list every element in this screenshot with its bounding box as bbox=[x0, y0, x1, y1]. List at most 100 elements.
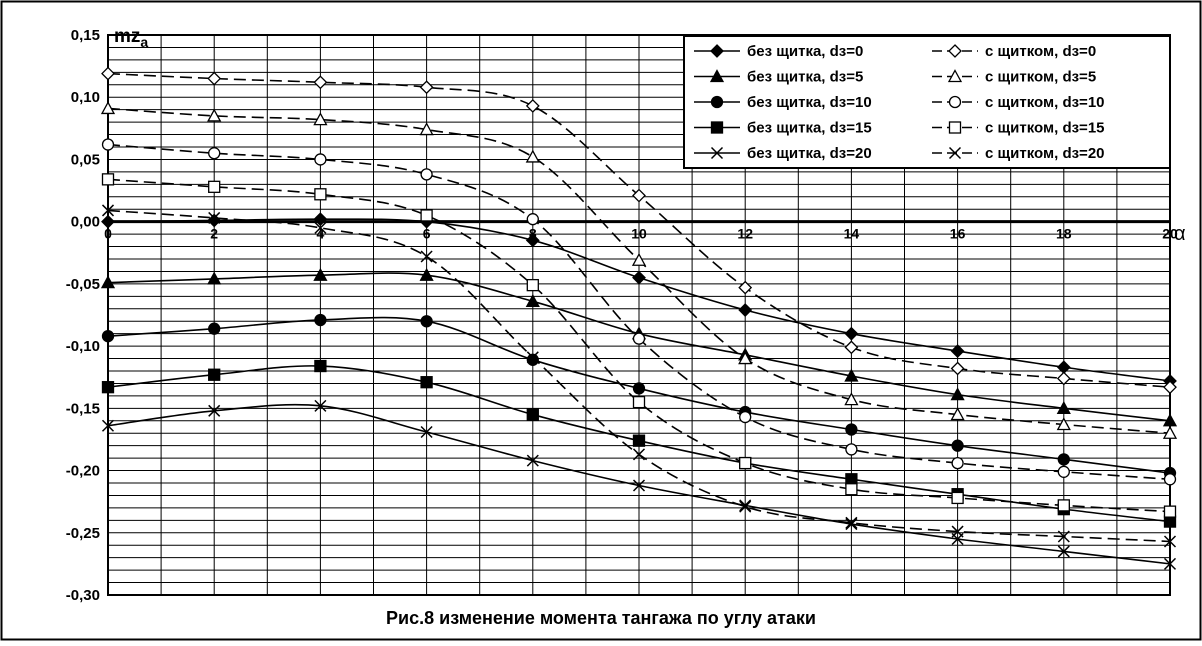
data-point bbox=[1163, 505, 1177, 518]
data-point bbox=[313, 267, 328, 281]
data-point bbox=[525, 233, 540, 248]
legend-label: без щитка, dз=0 bbox=[747, 43, 863, 60]
series-6 bbox=[101, 138, 1177, 486]
data-point bbox=[101, 381, 115, 394]
data-point bbox=[208, 211, 221, 224]
data-point bbox=[420, 376, 433, 389]
data-point bbox=[420, 250, 433, 263]
data-point bbox=[314, 399, 327, 412]
data-point bbox=[313, 212, 328, 227]
data-point bbox=[1057, 453, 1070, 466]
legend-label: с щитком, dз=0 bbox=[985, 43, 1096, 60]
data-point bbox=[101, 214, 115, 229]
data-point bbox=[1162, 425, 1178, 439]
data-point bbox=[739, 500, 752, 513]
y-tick-label: -0,20 bbox=[66, 463, 100, 480]
data-point bbox=[419, 122, 434, 136]
data-point bbox=[950, 344, 965, 359]
data-point bbox=[526, 353, 539, 366]
y-axis-label-main: mz bbox=[114, 26, 140, 47]
data-point bbox=[208, 404, 221, 417]
x-tick-label: 10 bbox=[631, 226, 647, 242]
y-tick-label: 0,15 bbox=[71, 27, 100, 44]
data-point bbox=[420, 425, 433, 439]
data-point bbox=[101, 66, 115, 81]
data-point bbox=[1057, 545, 1070, 558]
data-point bbox=[525, 293, 540, 307]
legend-box bbox=[683, 35, 1171, 169]
data-point bbox=[845, 443, 858, 456]
data-point bbox=[1057, 499, 1070, 512]
data-point bbox=[313, 75, 328, 90]
data-point bbox=[314, 221, 327, 234]
data-point bbox=[844, 340, 859, 355]
data-point bbox=[420, 315, 433, 328]
x-tick-label: 4 bbox=[317, 226, 325, 242]
series-group bbox=[100, 66, 1178, 570]
x-tick-label: 18 bbox=[1056, 226, 1072, 242]
data-point bbox=[738, 351, 753, 365]
data-point bbox=[1056, 417, 1071, 431]
y-axis-label: mza bbox=[114, 26, 148, 50]
y-tick-label: -0,10 bbox=[66, 338, 100, 355]
y-tick-label: -0,15 bbox=[66, 400, 100, 417]
legend-label: без щитка, dз=20 bbox=[747, 145, 872, 162]
y-tick-label: 0,05 bbox=[71, 151, 100, 168]
legend-item: без щитка, dз=10 bbox=[694, 94, 872, 111]
data-point bbox=[1163, 557, 1177, 570]
data-point bbox=[314, 188, 327, 201]
chart-title: Рис.8 изменение момента тангажа по углу … bbox=[386, 608, 816, 628]
x-tick-label: 14 bbox=[844, 226, 860, 242]
y-tick-label: -0,25 bbox=[66, 525, 100, 542]
data-point bbox=[314, 313, 327, 327]
legend-marker bbox=[947, 69, 963, 83]
data-point bbox=[420, 168, 433, 181]
legend-label: с щитком, dз=15 bbox=[985, 120, 1105, 137]
legend-item: без щитка, dз=5 bbox=[694, 69, 863, 86]
series-line bbox=[107, 178, 1171, 513]
y-axis-label-sub: a bbox=[140, 34, 148, 50]
data-point bbox=[526, 454, 539, 467]
legend-label: без щитка, dз=10 bbox=[747, 94, 872, 111]
legend-marker bbox=[948, 121, 962, 134]
data-point bbox=[100, 101, 116, 115]
legend-marker bbox=[948, 146, 962, 160]
y-tick-label: -0,05 bbox=[66, 276, 100, 293]
data-point bbox=[845, 518, 858, 531]
y-tick-label: -0,30 bbox=[66, 587, 100, 604]
data-point bbox=[526, 408, 539, 421]
legend-item: с щитком, dз=15 bbox=[932, 120, 1105, 137]
data-point bbox=[100, 275, 116, 289]
data-point bbox=[632, 479, 646, 492]
data-point bbox=[738, 303, 753, 317]
legend-item: без щитка, dз=0 bbox=[694, 43, 863, 60]
data-point bbox=[951, 439, 964, 452]
data-point bbox=[207, 71, 222, 86]
x-tick-label: 0 bbox=[104, 226, 112, 242]
data-point bbox=[844, 326, 859, 341]
data-point bbox=[1163, 473, 1177, 486]
data-point bbox=[207, 271, 222, 285]
data-point bbox=[1057, 465, 1070, 478]
data-point bbox=[101, 138, 115, 151]
data-point bbox=[844, 392, 859, 406]
legend-item: с щитком, dз=0 bbox=[932, 43, 1096, 60]
legend-label: без щитка, dз=15 bbox=[747, 120, 872, 137]
series-4 bbox=[100, 101, 1178, 439]
x-tick-label: 12 bbox=[737, 226, 753, 242]
legend-marker bbox=[710, 146, 724, 160]
data-point bbox=[1057, 530, 1070, 543]
data-point bbox=[208, 368, 221, 381]
data-point bbox=[845, 483, 858, 496]
x-tick-label: 6 bbox=[423, 226, 431, 242]
series-10 bbox=[101, 204, 1177, 548]
data-point bbox=[1163, 535, 1177, 548]
plot-border bbox=[107, 34, 1171, 596]
legend-item: с щитком, dз=20 bbox=[932, 145, 1105, 162]
data-point bbox=[632, 395, 646, 409]
data-point bbox=[951, 525, 964, 538]
data-point bbox=[1056, 400, 1071, 414]
data-point bbox=[739, 456, 752, 470]
legend-label: без щитка, dз=5 bbox=[747, 69, 863, 86]
